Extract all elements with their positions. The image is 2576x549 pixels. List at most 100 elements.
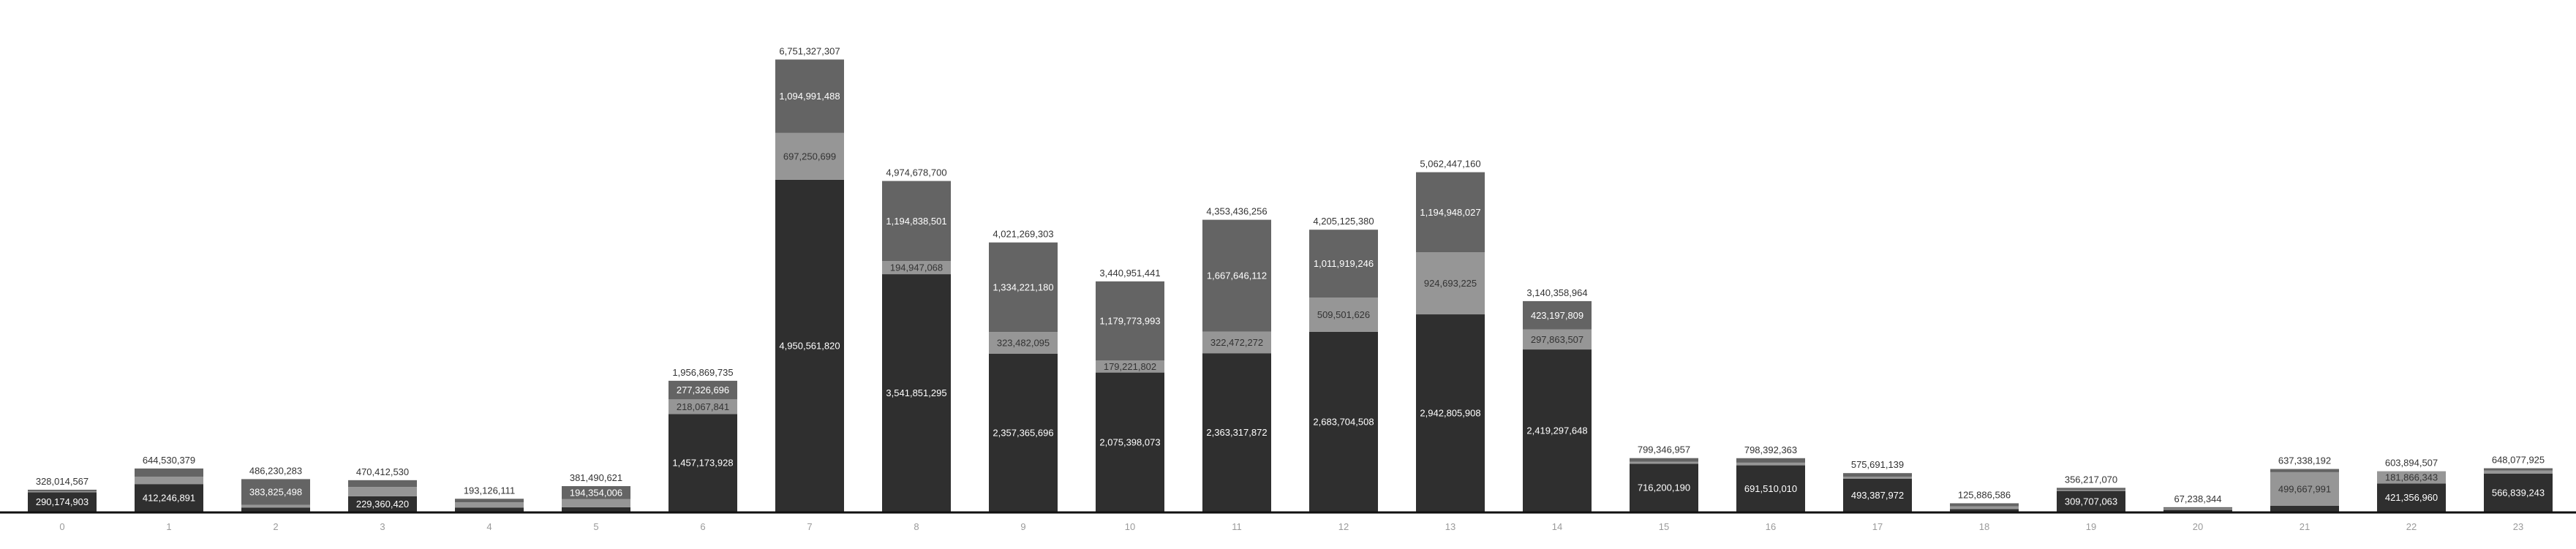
bar-total-label-0: 328,014,567 [36, 476, 88, 487]
bar-total-label-2: 486,230,283 [249, 465, 302, 476]
bar-seg-18-s2 [1950, 503, 2019, 506]
x-tick-label-9: 9 [1020, 521, 1025, 532]
bar-value-label-21-s1: 499,667,991 [2278, 483, 2331, 494]
x-tick-label-8: 8 [914, 521, 919, 532]
bar-value-label-6-s0: 1,457,173,928 [672, 458, 733, 469]
bar-value-label-14-s0: 2,419,297,648 [1526, 425, 1587, 436]
bar-value-label-14-s2: 423,197,809 [1531, 310, 1583, 321]
bar-value-label-13-s2: 1,194,948,027 [1420, 207, 1480, 218]
bar-value-label-19-s0: 309,707,063 [2065, 496, 2117, 507]
bar-value-label-8-s0: 3,541,851,295 [886, 387, 946, 398]
bar-seg-20-s2 [2163, 507, 2232, 509]
bar-total-label-7: 6,751,327,307 [779, 45, 840, 56]
bar-value-label-13-s0: 2,942,805,908 [1420, 408, 1480, 419]
x-tick-label-21: 21 [2300, 521, 2310, 532]
x-tick-label-20: 20 [2193, 521, 2203, 532]
bar-value-label-12-s0: 2,683,704,508 [1313, 416, 1374, 427]
bar-total-label-21: 637,338,192 [2278, 455, 2331, 466]
bar-value-label-1-s0: 412,246,891 [143, 493, 195, 504]
bar-value-label-9-s1: 323,482,095 [997, 337, 1050, 348]
bar-value-label-17-s0: 493,387,972 [1851, 490, 1904, 501]
x-tick-label-17: 17 [1872, 521, 1883, 532]
bar-total-label-12: 4,205,125,380 [1313, 216, 1374, 227]
x-tick-label-4: 4 [486, 521, 492, 532]
bar-total-label-8: 4,974,678,700 [886, 167, 946, 178]
x-tick-label-15: 15 [1659, 521, 1669, 532]
bar-seg-23-s1 [2484, 471, 2553, 474]
bar-value-label-7-s1: 697,250,699 [783, 151, 836, 162]
bar-total-label-10: 3,440,951,441 [1099, 268, 1160, 279]
bar-value-label-8-s2: 1,194,838,501 [886, 216, 946, 227]
x-tick-label-23: 23 [2513, 521, 2523, 532]
bar-value-label-23-s0: 566,839,243 [2492, 487, 2545, 498]
bar-value-label-9-s2: 1,334,221,180 [993, 281, 1053, 292]
bar-total-label-6: 1,956,869,735 [672, 367, 733, 378]
bar-value-label-22-s0: 421,356,960 [2385, 492, 2438, 503]
x-tick-label-11: 11 [1232, 521, 1242, 532]
bar-value-label-2-s2: 383,825,498 [249, 486, 302, 497]
bar-seg-3-s1 [348, 487, 417, 496]
bar-seg-15-s1 [1630, 462, 1698, 464]
bar-value-label-11-s0: 2,363,317,872 [1206, 427, 1267, 438]
bar-total-label-5: 381,490,621 [570, 472, 622, 483]
bar-total-label-17: 575,691,139 [1851, 459, 1904, 470]
bar-value-label-8-s1: 194,947,068 [890, 262, 943, 273]
bar-value-label-14-s1: 297,863,507 [1531, 334, 1583, 345]
bar-seg-16-s1 [1736, 463, 1805, 466]
x-tick-label-19: 19 [2086, 521, 2096, 532]
bar-value-label-7-s2: 1,094,991,488 [779, 91, 840, 102]
bar-value-label-11-s2: 1,667,646,112 [1207, 270, 1267, 281]
x-tick-label-5: 5 [593, 521, 598, 532]
bar-value-label-13-s1: 924,693,225 [1424, 278, 1477, 289]
bar-total-label-20: 67,238,344 [2174, 493, 2221, 504]
bar-seg-15-s2 [1630, 458, 1698, 462]
bar-value-label-3-s0: 229,360,420 [356, 499, 409, 510]
bar-total-label-1: 644,530,379 [143, 455, 195, 466]
bar-seg-4-s0 [455, 507, 524, 512]
x-tick-label-0: 0 [59, 521, 64, 532]
x-tick-label-22: 22 [2406, 521, 2417, 532]
bar-seg-2-s0 [241, 507, 310, 512]
bar-seg-23-s2 [2484, 469, 2553, 471]
bar-value-label-16-s0: 691,510,010 [1744, 483, 1797, 494]
bar-total-label-19: 356,217,070 [2065, 474, 2117, 485]
x-tick-label-12: 12 [1338, 521, 1349, 532]
bar-value-label-6-s1: 218,067,841 [677, 401, 729, 412]
bar-seg-17-s2 [1843, 473, 1912, 477]
bar-value-label-0-s0: 290,174,903 [36, 496, 88, 507]
bar-value-label-15-s0: 716,200,190 [1638, 482, 1690, 493]
bar-value-label-5-s2: 194,354,006 [570, 487, 622, 498]
bar-total-label-4: 193,126,111 [464, 485, 515, 496]
bar-seg-21-s0 [2270, 506, 2339, 512]
bar-seg-4-s1 [455, 502, 524, 507]
bar-value-label-12-s2: 1,011,919,246 [1314, 258, 1374, 269]
bar-seg-5-s1 [562, 499, 630, 507]
bar-value-label-6-s2: 277,326,696 [677, 385, 729, 395]
bar-value-label-11-s1: 322,472,272 [1210, 337, 1263, 348]
bar-seg-2-s1 [241, 505, 310, 508]
bar-seg-1-s1 [135, 477, 203, 484]
bar-total-label-14: 3,140,358,964 [1526, 287, 1587, 298]
x-tick-label-2: 2 [273, 521, 278, 532]
bar-seg-16-s2 [1736, 458, 1805, 463]
bar-total-label-3: 470,412,530 [356, 466, 409, 477]
bar-seg-19-s1 [2057, 490, 2125, 491]
bar-value-label-12-s1: 509,501,626 [1317, 309, 1370, 320]
bar-value-label-10-s2: 1,179,773,993 [1099, 316, 1160, 327]
bar-seg-21-s2 [2270, 469, 2339, 472]
x-tick-label-10: 10 [1125, 521, 1135, 532]
bar-seg-1-s2 [135, 469, 203, 477]
bar-total-label-13: 5,062,447,160 [1420, 159, 1480, 170]
bar-seg-17-s1 [1843, 477, 1912, 479]
bar-value-label-22-s1: 181,866,343 [2385, 472, 2438, 483]
bar-total-label-9: 4,021,269,303 [993, 229, 1053, 240]
bar-seg-18-s0 [1950, 509, 2019, 512]
bar-total-label-11: 4,353,436,256 [1206, 206, 1267, 217]
bar-total-label-18: 125,886,586 [1958, 489, 2011, 500]
x-tick-label-13: 13 [1445, 521, 1455, 532]
bar-value-label-10-s0: 2,075,398,073 [1099, 436, 1160, 447]
bar-total-label-22: 603,894,507 [2385, 458, 2438, 469]
bar-value-label-9-s0: 2,357,365,696 [993, 427, 1053, 438]
